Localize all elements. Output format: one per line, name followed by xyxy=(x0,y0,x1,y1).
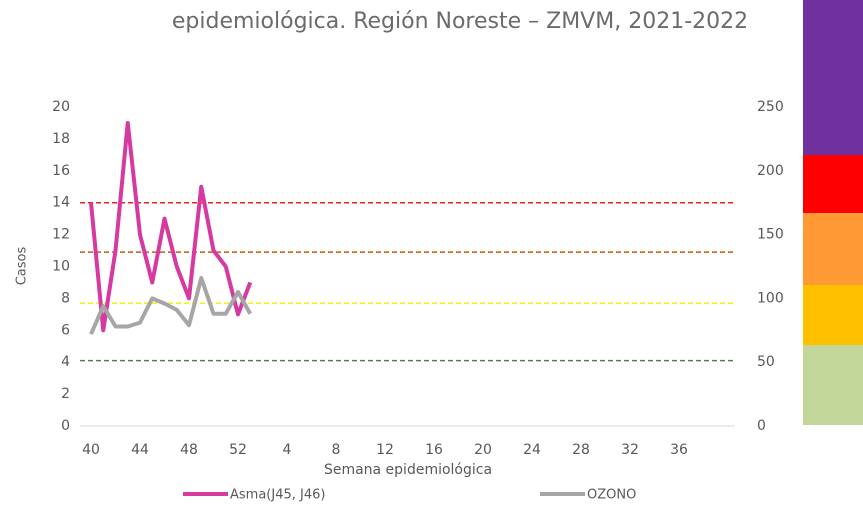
y-tick-label: 16 xyxy=(52,163,70,179)
y2-tick-label: 150 xyxy=(757,227,784,243)
y2-tick-label: 200 xyxy=(757,163,784,179)
series-line xyxy=(89,120,253,333)
legend-label: Asma(J45, J46) xyxy=(230,488,325,503)
y-tick-label: 14 xyxy=(52,195,70,211)
x-tick-label: 8 xyxy=(332,442,341,458)
band-green xyxy=(803,345,863,425)
legend-label: OZONO xyxy=(587,488,636,503)
x-tick-label: 4 xyxy=(283,442,292,458)
y-axis-title: Casos xyxy=(15,247,30,286)
y-tick-label: 20 xyxy=(52,99,70,115)
y2-tick-label: 100 xyxy=(757,290,784,306)
x-tick-label: 16 xyxy=(425,442,443,458)
x-tick-label: 52 xyxy=(229,442,247,458)
y2-tick-label: 250 xyxy=(757,99,784,115)
y-tick-label: 6 xyxy=(61,322,70,338)
x-tick-label: 32 xyxy=(621,442,639,458)
x-tick-label: 20 xyxy=(474,442,492,458)
color-scale xyxy=(803,0,863,425)
y-tick-label: 4 xyxy=(61,354,70,370)
chart-title: epidemiológica. Región Noreste – ZMVM, 2… xyxy=(172,9,748,34)
x-tick-label: 44 xyxy=(131,442,149,458)
band-yellow xyxy=(803,285,863,345)
x-axis-title: Semana epidemiológica xyxy=(324,462,492,478)
y-tick-label: 0 xyxy=(61,418,70,434)
x-tick-label: 12 xyxy=(376,442,394,458)
band-orange xyxy=(803,213,863,285)
y-tick-label: 10 xyxy=(52,259,70,275)
x-tick-label: 28 xyxy=(572,442,590,458)
x-tick-label: 40 xyxy=(82,442,100,458)
y-tick-label: 18 xyxy=(52,131,70,147)
band-purple xyxy=(803,0,863,155)
band-red xyxy=(803,155,863,213)
y2-tick-label: 50 xyxy=(757,354,775,370)
y-tick-label: 12 xyxy=(52,227,70,243)
x-tick-label: 24 xyxy=(523,442,541,458)
series-line xyxy=(89,275,252,335)
x-tick-label: 48 xyxy=(180,442,198,458)
y-tick-label: 2 xyxy=(61,386,70,402)
y-tick-label: 8 xyxy=(61,290,70,306)
x-tick-label: 36 xyxy=(670,442,688,458)
y2-tick-label: 0 xyxy=(757,418,766,434)
